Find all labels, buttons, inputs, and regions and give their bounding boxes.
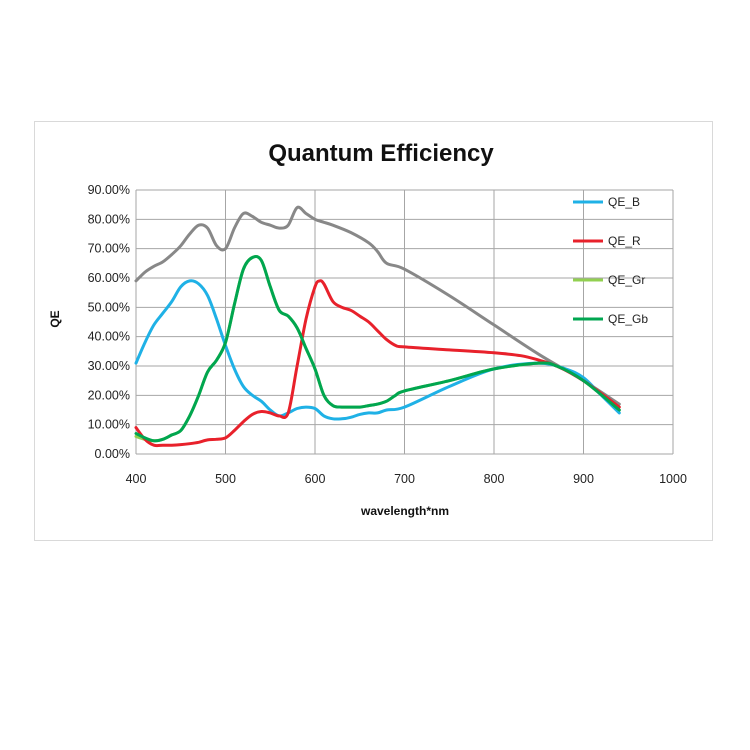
- y-tick-label: 30.00%: [88, 359, 130, 373]
- legend-label-qe-b: QE_B: [608, 195, 640, 209]
- x-tick-label: 500: [215, 472, 236, 486]
- series-line-qe-r: [134, 279, 621, 448]
- x-tick-label: 700: [394, 472, 415, 486]
- x-tick-label: 1000: [659, 472, 687, 486]
- y-axis-ticks: 0.00% 10.00% 20.00% 30.00% 40.00% 50.00% 60.00…: [88, 183, 130, 461]
- series-line-envelope: [134, 205, 621, 406]
- x-tick-label: 900: [573, 472, 594, 486]
- legend-label-qe-gb: QE_Gb: [608, 312, 648, 326]
- series-line-qe-gb: [134, 254, 621, 443]
- y-tick-label: 70.00%: [88, 242, 130, 256]
- legend: QE_B QE_R QE_Gr QE_Gb: [573, 195, 648, 326]
- y-tick-label: 40.00%: [88, 330, 130, 344]
- chart-svg: Quantum Efficiency 0.00% 10.00% 20.00% 30.0…: [48, 140, 687, 518]
- chart-title: Quantum Efficiency: [268, 140, 494, 167]
- x-axis-ticks: 400 500 600 700 800 900 1000: [126, 472, 687, 486]
- series-line-qe-b: [134, 279, 621, 421]
- legend-label-qe-r: QE_R: [608, 234, 641, 248]
- legend-label-qe-gr: QE_Gr: [608, 273, 645, 287]
- y-tick-label: 10.00%: [88, 418, 130, 432]
- y-tick-label: 50.00%: [88, 300, 130, 314]
- y-tick-label: 60.00%: [88, 271, 130, 285]
- grid: [135, 189, 674, 455]
- y-axis-label: QE: [48, 310, 62, 327]
- x-axis-label: wavelength*nm: [360, 504, 449, 518]
- x-tick-label: 600: [305, 472, 326, 486]
- series-lines: [134, 205, 621, 448]
- y-tick-label: 20.00%: [88, 388, 130, 402]
- x-tick-label: 800: [484, 472, 505, 486]
- y-tick-label: 90.00%: [88, 183, 130, 197]
- chart-frame: Quantum Efficiency 0.00% 10.00% 20.00% 30.0…: [34, 121, 713, 541]
- x-tick-label: 400: [126, 472, 147, 486]
- y-tick-label: 80.00%: [88, 212, 130, 226]
- y-tick-label: 0.00%: [95, 447, 130, 461]
